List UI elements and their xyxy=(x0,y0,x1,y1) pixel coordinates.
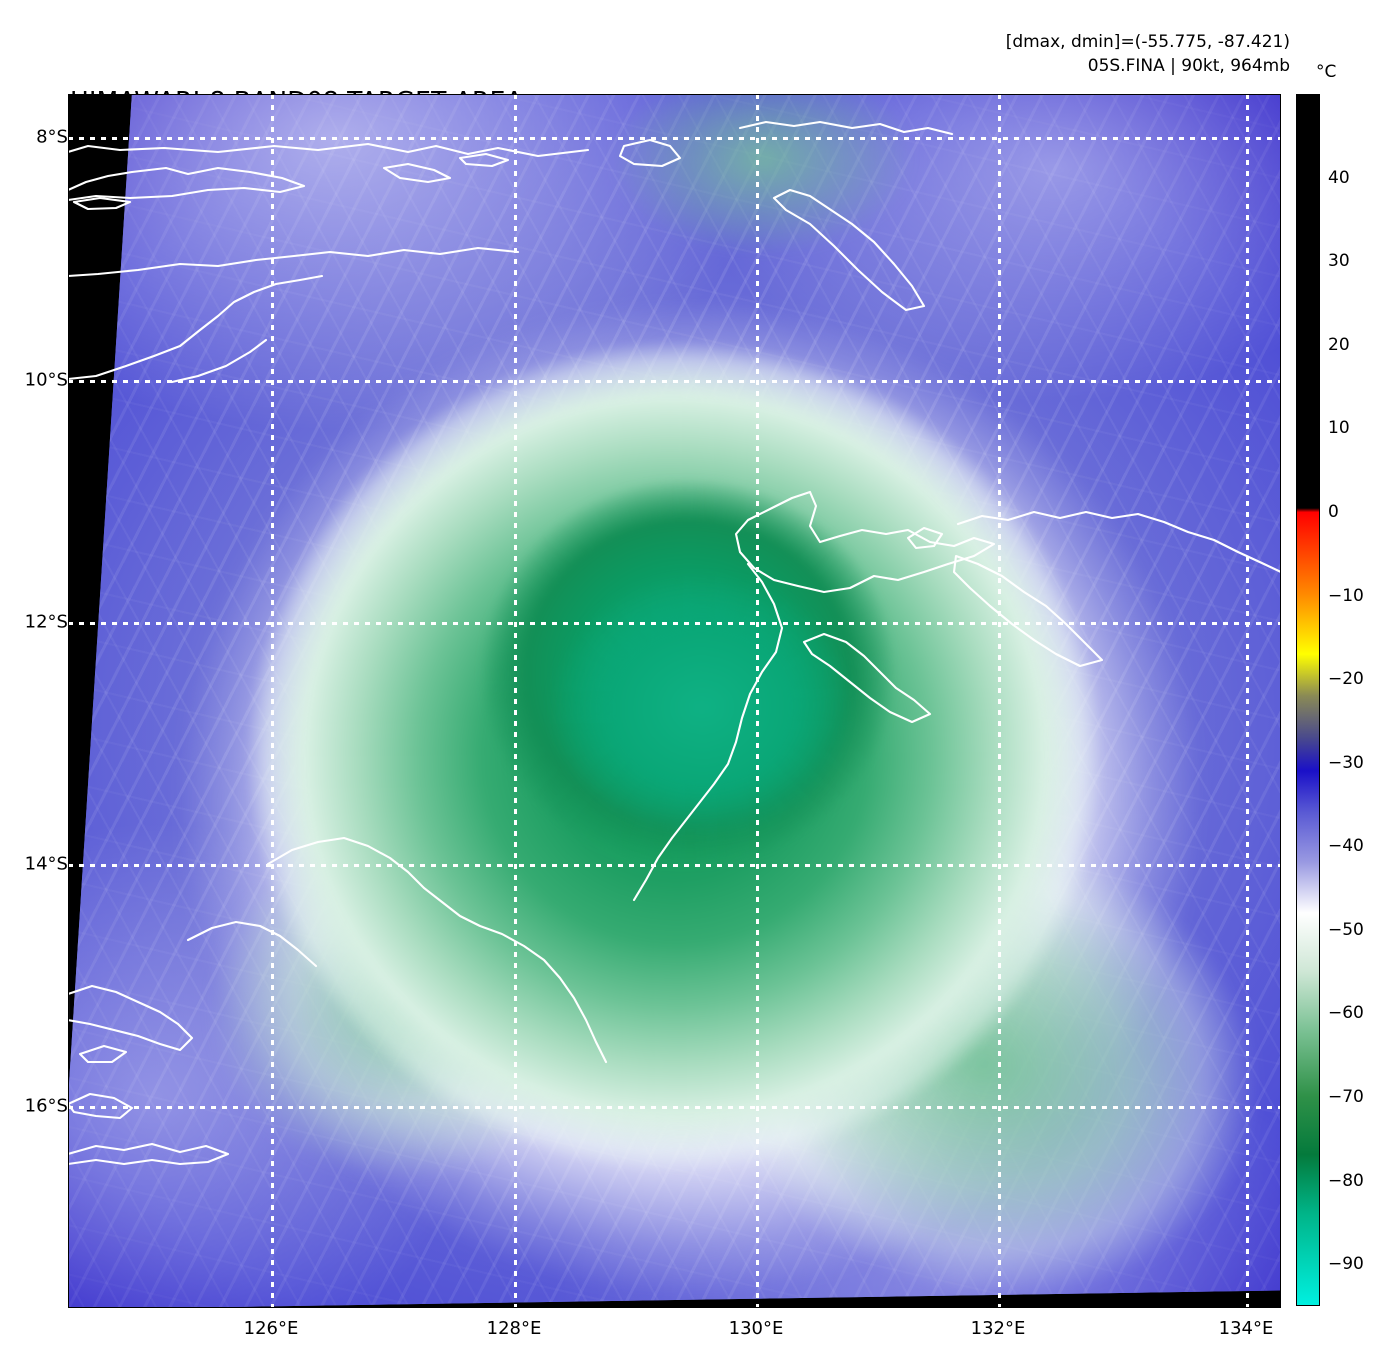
gridline-longitude xyxy=(998,94,1001,1308)
coastline-island-north-1 xyxy=(618,138,682,168)
coastline-island-sw-4 xyxy=(68,1142,230,1166)
coastline-overlay xyxy=(68,120,1281,1166)
coastline-australia-inner-2 xyxy=(186,920,318,968)
lat-tick-label: 14°S xyxy=(24,853,68,875)
colorbar-tick-label: −40 xyxy=(1328,836,1364,857)
colorbar-tick-label: −60 xyxy=(1328,1003,1364,1024)
gridline-latitude xyxy=(68,864,1281,867)
colorbar-tick-label: 30 xyxy=(1328,251,1350,272)
colorbar-unit-label: °C xyxy=(1316,62,1337,82)
gridline-longitude xyxy=(514,94,517,1308)
gridline-latitude xyxy=(68,622,1281,625)
coastline-island-sw-2 xyxy=(78,1044,128,1064)
lat-tick-label: 12°S xyxy=(24,611,68,633)
colorbar-tick-label: −90 xyxy=(1328,1254,1364,1275)
coastline-aus-inner xyxy=(170,338,268,384)
coastline-mid-arc xyxy=(68,246,520,278)
gridline-longitude xyxy=(756,94,759,1308)
coastline-small-island-2 xyxy=(458,152,510,168)
coastline-islet-west xyxy=(72,196,132,211)
colorbar-tick-label: −20 xyxy=(1328,669,1364,690)
lat-tick-label: 10°S xyxy=(24,369,68,391)
coastline-island-east xyxy=(952,554,1104,668)
colorbar-gradient xyxy=(1297,95,1319,1305)
coastline-island-sw-1 xyxy=(68,984,194,1052)
lon-tick-label: 134°E xyxy=(1218,1318,1274,1339)
gridline-latitude xyxy=(68,137,1281,140)
colorbar-tick-label: 0 xyxy=(1328,501,1339,522)
lon-tick-label: 132°E xyxy=(970,1318,1026,1339)
colorbar-tick-label: 40 xyxy=(1328,167,1350,188)
coastline-northwest-australia xyxy=(68,274,324,381)
gridline-latitude xyxy=(68,380,1281,383)
coastline-island-sw-3 xyxy=(68,1092,134,1120)
gridline-latitude xyxy=(68,1106,1281,1109)
colorbar-tick-label: −50 xyxy=(1328,919,1364,940)
colorbar-tick-label: −30 xyxy=(1328,752,1364,773)
gridline-longitude xyxy=(1246,94,1249,1308)
colorbar-tick-label: −10 xyxy=(1328,585,1364,606)
gridline-longitude xyxy=(271,94,274,1308)
coastline-australia-north xyxy=(266,836,608,1064)
lat-tick-label: 8°S xyxy=(36,126,68,148)
coastline-timor-west xyxy=(734,490,996,594)
colorbar-tick-label: 20 xyxy=(1328,334,1350,355)
coastline-timor-islet xyxy=(906,526,944,550)
colorbar-tick-label: −80 xyxy=(1328,1170,1364,1191)
coastline-peninsula-east xyxy=(802,632,932,724)
colorbar-tick-label: −70 xyxy=(1328,1087,1364,1107)
lon-tick-label: 128°E xyxy=(486,1318,542,1339)
coastline-island-northeast xyxy=(772,188,926,312)
storm-info-text: 05S.FINA | 90kt, 964mb xyxy=(1087,56,1290,76)
lon-tick-label: 130°E xyxy=(728,1318,784,1339)
metadata-block: [dmax, dmin]=(-55.775, -87.421) 05S.FINA… xyxy=(1006,30,1290,78)
coastline-timor-south xyxy=(632,562,784,902)
lat-tick-label: 16°S xyxy=(24,1095,68,1117)
colorbar xyxy=(1296,94,1320,1306)
lon-tick-label: 126°E xyxy=(243,1318,299,1339)
data-range-text: [dmax, dmin]=(-55.775, -87.421) xyxy=(1005,32,1290,52)
satellite-image-plot: Copyright © 2020-2025 Dapiya xyxy=(68,94,1281,1308)
coastline-island-west xyxy=(68,166,306,202)
coastline-timor-east xyxy=(956,510,1281,574)
coastline-island-north-2 xyxy=(738,120,954,136)
colorbar-tick-label: 10 xyxy=(1328,418,1350,439)
coastline-north-arc xyxy=(68,142,590,158)
coastline-small-island-1 xyxy=(382,162,452,184)
